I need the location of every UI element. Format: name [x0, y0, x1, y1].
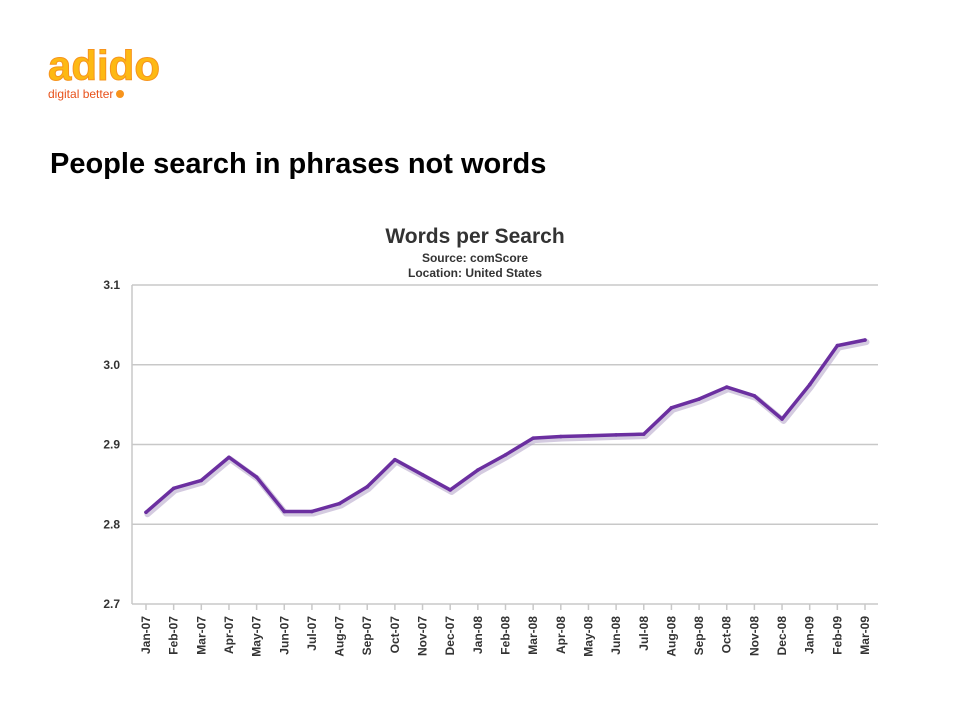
data-point: [199, 478, 204, 483]
data-point: [586, 433, 591, 438]
x-tick-label: Apr-08: [554, 616, 568, 654]
x-tick-label: Sep-08: [692, 616, 706, 656]
chart-subtitle-location: Location: United States: [408, 266, 542, 280]
x-tick-label: Feb-08: [499, 616, 513, 655]
data-point: [863, 338, 867, 342]
data-point: [476, 468, 480, 472]
data-point: [282, 509, 287, 514]
x-tick-label: Nov-07: [416, 616, 430, 656]
x-tick-label: Dec-08: [775, 616, 789, 656]
x-tick-label: Jul-08: [637, 616, 651, 651]
x-axis: [131, 285, 866, 610]
data-point: [393, 457, 397, 462]
series-line-shadow: [144, 339, 870, 518]
x-tick-label: Aug-07: [333, 616, 347, 657]
series-layer: [144, 338, 870, 518]
y-tick-label: 2.7: [103, 597, 120, 611]
y-tick-label: 3.0: [103, 358, 120, 372]
logo-wordmark: adido: [48, 42, 160, 89]
logo-dot-icon: [116, 90, 124, 98]
series-line: [144, 338, 867, 515]
data-point: [807, 382, 812, 387]
data-point: [420, 473, 425, 477]
data-point: [614, 433, 618, 437]
x-tick-label: May-08: [581, 616, 595, 657]
x-tick-label: Jun-07: [277, 616, 291, 655]
x-tick-label: Jan-08: [471, 616, 485, 654]
data-point: [337, 501, 342, 506]
chart-subtitle-source: Source: comScore: [422, 251, 528, 265]
x-tick-label: Oct-07: [388, 616, 402, 654]
data-point: [697, 397, 701, 401]
x-tick-label: Jan-09: [803, 616, 817, 654]
x-tick-label: Feb-09: [830, 616, 844, 655]
data-point: [254, 475, 259, 479]
x-tick-label: Jul-07: [305, 616, 319, 651]
data-point: [503, 453, 508, 457]
data-point: [365, 484, 370, 489]
y-axis: 2.7 2.8 2.9 3.0 3.1: [103, 278, 120, 611]
x-tick-label: Mar-07: [194, 616, 208, 655]
y-tick-label: 3.1: [103, 278, 120, 292]
x-tick-label: Jan-07: [139, 616, 153, 654]
data-point: [227, 455, 231, 460]
x-tick-label: Feb-07: [167, 616, 181, 655]
data-point: [531, 436, 535, 440]
chart-title: Words per Search: [385, 225, 564, 248]
data-point: [752, 394, 757, 398]
gridlines: [132, 284, 878, 605]
logo-tagline: digital better: [48, 87, 113, 101]
x-tick-label: Apr-07: [222, 616, 236, 654]
adido-logo: adido digital better: [46, 36, 186, 102]
x-tick-label: Aug-08: [664, 616, 678, 657]
x-tick-label: Jun-08: [609, 616, 623, 655]
data-point: [171, 486, 176, 491]
x-tick-label: Sep-07: [360, 616, 374, 656]
slide-title: People search in phrases not words: [50, 148, 547, 180]
x-tick-label: Mar-09: [858, 616, 872, 655]
data-point: [724, 385, 729, 389]
x-tick-label: Nov-08: [747, 616, 761, 656]
data-point: [144, 510, 148, 515]
x-tick-labels: Jan-07 Feb-07 Mar-07 Apr-07 May-07 Jun-07 Jul-…: [139, 616, 872, 657]
data-point: [669, 406, 674, 410]
y-tick-label: 2.8: [103, 517, 120, 531]
x-tick-label: Mar-08: [526, 616, 540, 655]
data-point: [780, 417, 784, 421]
data-point: [641, 432, 646, 436]
x-tick-label: Oct-08: [720, 616, 734, 654]
data-point: [310, 509, 314, 514]
x-tick-label: Dec-07: [443, 616, 457, 656]
data-point: [559, 434, 563, 439]
x-tick-label: May-07: [250, 616, 264, 657]
data-point: [835, 343, 840, 348]
y-tick-label: 2.9: [103, 438, 120, 452]
data-point: [448, 488, 452, 492]
